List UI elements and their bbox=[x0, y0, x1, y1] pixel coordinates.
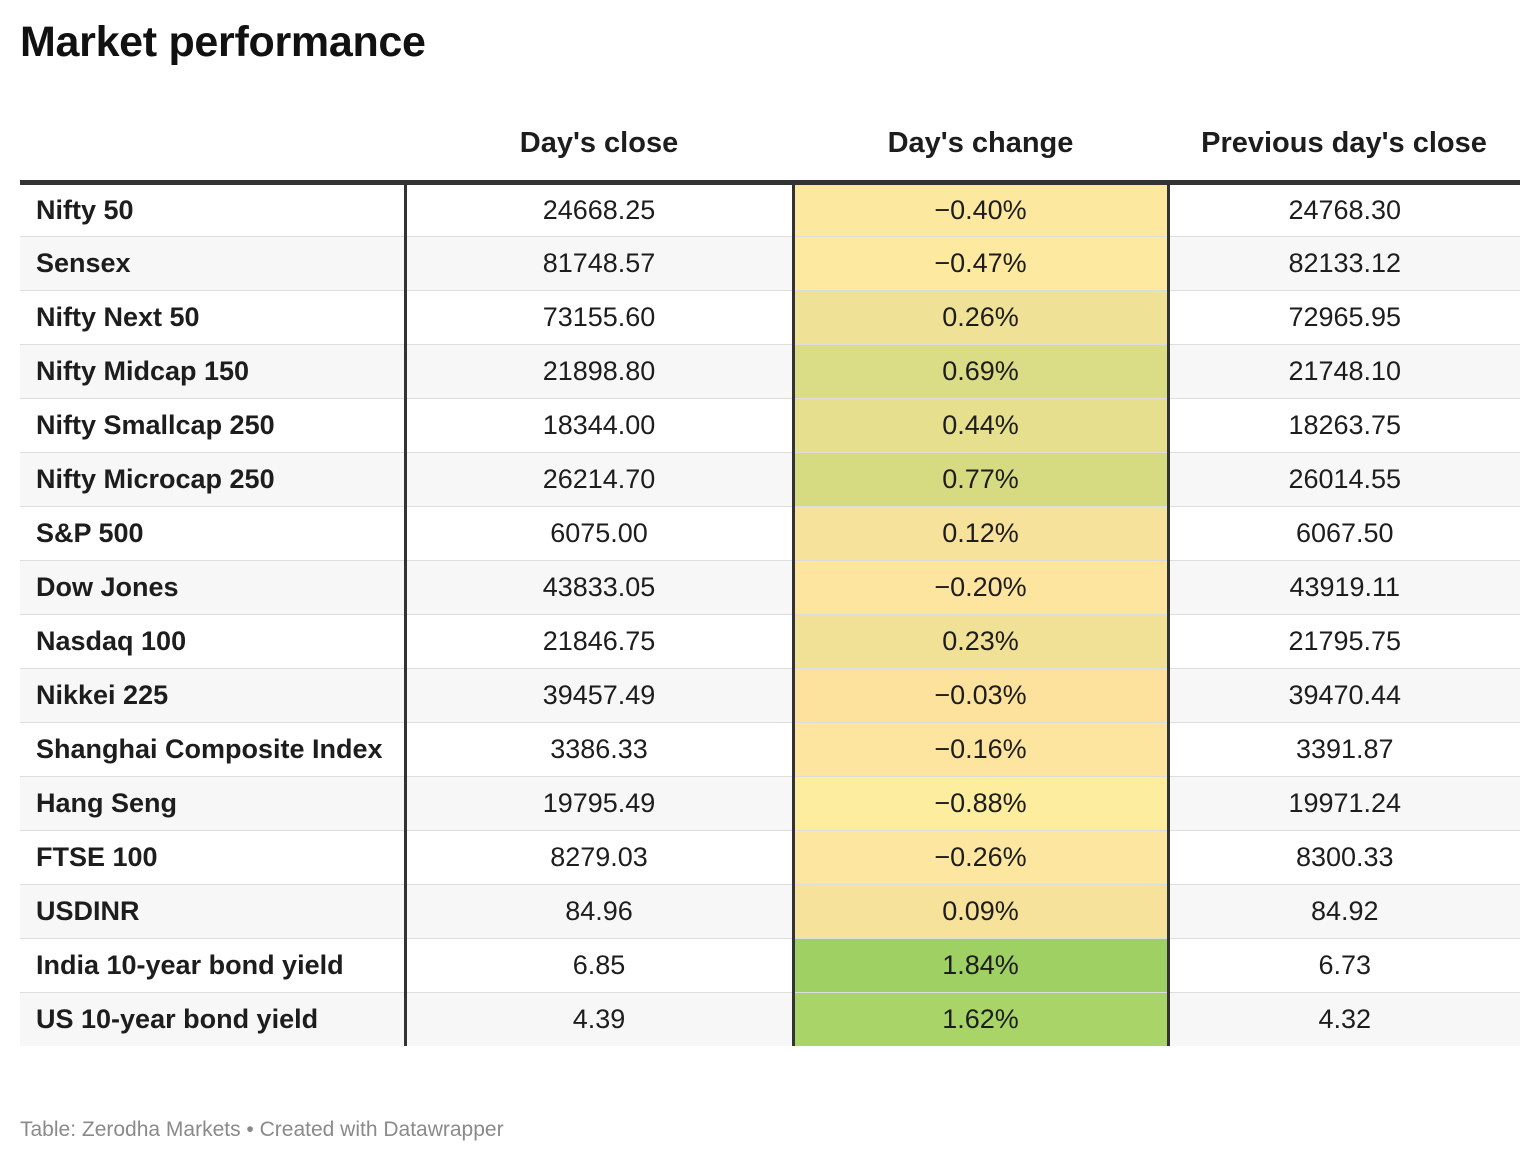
row-days-close: 3386.33 bbox=[403, 722, 793, 777]
row-previous-close: 39470.44 bbox=[1168, 668, 1520, 723]
table-row: Nifty Next 50 73155.60 0.26% 72965.95 bbox=[20, 290, 1520, 345]
row-name: Nasdaq 100 bbox=[20, 614, 405, 669]
row-days-change: 0.09% bbox=[791, 884, 1170, 939]
row-days-close: 43833.05 bbox=[403, 560, 793, 615]
row-name: Nifty Midcap 150 bbox=[20, 344, 405, 399]
row-previous-close: 72965.95 bbox=[1168, 290, 1520, 345]
table-row: Nifty 50 24668.25 −0.40% 24768.30 bbox=[20, 182, 1520, 237]
row-name: Shanghai Composite Index bbox=[20, 722, 405, 777]
table-row: Dow Jones 43833.05 −0.20% 43919.11 bbox=[20, 560, 1520, 615]
row-previous-close: 6.73 bbox=[1168, 938, 1520, 993]
table-row: S&P 500 6075.00 0.12% 6067.50 bbox=[20, 506, 1520, 561]
table-row: Nasdaq 100 21846.75 0.23% 21795.75 bbox=[20, 614, 1520, 669]
row-name: S&P 500 bbox=[20, 506, 405, 561]
row-days-change: 0.69% bbox=[791, 344, 1170, 399]
table-row: FTSE 100 8279.03 −0.26% 8300.33 bbox=[20, 830, 1520, 885]
table-row: Nifty Microcap 250 26214.70 0.77% 26014.55 bbox=[20, 452, 1520, 507]
row-name: Dow Jones bbox=[20, 560, 405, 615]
header-previous-close: Previous day's close bbox=[1168, 110, 1520, 185]
row-days-change: −0.16% bbox=[791, 722, 1170, 777]
row-days-close: 84.96 bbox=[403, 884, 793, 939]
row-days-change: 0.26% bbox=[791, 290, 1170, 345]
row-days-close: 8279.03 bbox=[403, 830, 793, 885]
row-days-change: 0.77% bbox=[791, 452, 1170, 507]
row-days-close: 4.39 bbox=[403, 992, 793, 1046]
row-previous-close: 6067.50 bbox=[1168, 506, 1520, 561]
row-days-close: 81748.57 bbox=[403, 236, 793, 291]
row-days-change: −0.47% bbox=[791, 236, 1170, 291]
row-days-close: 21846.75 bbox=[403, 614, 793, 669]
row-days-close: 24668.25 bbox=[403, 182, 793, 237]
row-previous-close: 21795.75 bbox=[1168, 614, 1520, 669]
row-name: Sensex bbox=[20, 236, 405, 291]
row-previous-close: 21748.10 bbox=[1168, 344, 1520, 399]
row-days-change: −0.88% bbox=[791, 776, 1170, 831]
row-days-change: −0.20% bbox=[791, 560, 1170, 615]
table-row: Sensex 81748.57 −0.47% 82133.12 bbox=[20, 236, 1520, 291]
row-name: FTSE 100 bbox=[20, 830, 405, 885]
row-days-close: 26214.70 bbox=[403, 452, 793, 507]
row-previous-close: 19971.24 bbox=[1168, 776, 1520, 831]
row-days-change: −0.03% bbox=[791, 668, 1170, 723]
row-name: Nifty Microcap 250 bbox=[20, 452, 405, 507]
row-name: Hang Seng bbox=[20, 776, 405, 831]
row-days-change: −0.40% bbox=[791, 182, 1170, 237]
row-name: India 10-year bond yield bbox=[20, 938, 405, 993]
row-days-change: −0.26% bbox=[791, 830, 1170, 885]
row-previous-close: 24768.30 bbox=[1168, 182, 1520, 237]
table-row: Nifty Smallcap 250 18344.00 0.44% 18263.75 bbox=[20, 398, 1520, 453]
row-previous-close: 18263.75 bbox=[1168, 398, 1520, 453]
header-row: Day's close Day's change Previous day's … bbox=[20, 110, 1520, 185]
row-previous-close: 3391.87 bbox=[1168, 722, 1520, 777]
row-name: Nifty 50 bbox=[20, 182, 405, 237]
row-days-close: 18344.00 bbox=[403, 398, 793, 453]
table-row: Nikkei 225 39457.49 −0.03% 39470.44 bbox=[20, 668, 1520, 723]
row-days-change: 0.23% bbox=[791, 614, 1170, 669]
row-days-close: 19795.49 bbox=[403, 776, 793, 831]
row-name: USDINR bbox=[20, 884, 405, 939]
chart-title: Market performance bbox=[20, 18, 426, 66]
row-previous-close: 4.32 bbox=[1168, 992, 1520, 1046]
table-row: US 10-year bond yield 4.39 1.62% 4.32 bbox=[20, 992, 1520, 1046]
row-days-change: 0.44% bbox=[791, 398, 1170, 453]
market-table: Day's close Day's change Previous day's … bbox=[20, 110, 1520, 1046]
row-previous-close: 8300.33 bbox=[1168, 830, 1520, 885]
row-days-close: 73155.60 bbox=[403, 290, 793, 345]
row-name: Nikkei 225 bbox=[20, 668, 405, 723]
header-name bbox=[20, 110, 405, 185]
row-previous-close: 84.92 bbox=[1168, 884, 1520, 939]
row-previous-close: 82133.12 bbox=[1168, 236, 1520, 291]
row-days-change: 1.84% bbox=[791, 938, 1170, 993]
row-days-close: 6.85 bbox=[403, 938, 793, 993]
row-days-close: 6075.00 bbox=[403, 506, 793, 561]
header-days-close: Day's close bbox=[405, 110, 793, 185]
row-days-change: 0.12% bbox=[791, 506, 1170, 561]
row-name: Nifty Next 50 bbox=[20, 290, 405, 345]
row-days-change: 1.62% bbox=[791, 992, 1170, 1046]
table-row: Nifty Midcap 150 21898.80 0.69% 21748.10 bbox=[20, 344, 1520, 399]
row-previous-close: 43919.11 bbox=[1168, 560, 1520, 615]
source-footer: Table: Zerodha Markets • Created with Da… bbox=[20, 1118, 504, 1141]
row-days-close: 21898.80 bbox=[403, 344, 793, 399]
row-name: Nifty Smallcap 250 bbox=[20, 398, 405, 453]
header-days-change: Day's change bbox=[793, 110, 1168, 185]
row-previous-close: 26014.55 bbox=[1168, 452, 1520, 507]
table-row: USDINR 84.96 0.09% 84.92 bbox=[20, 884, 1520, 939]
table-body: Nifty 50 24668.25 −0.40% 24768.30 Sensex 8174… bbox=[20, 182, 1520, 1046]
row-name: US 10-year bond yield bbox=[20, 992, 405, 1046]
table-row: Shanghai Composite Index 3386.33 −0.16% 339… bbox=[20, 722, 1520, 777]
table-row: India 10-year bond yield 6.85 1.84% 6.73 bbox=[20, 938, 1520, 993]
table-row: Hang Seng 19795.49 −0.88% 19971.24 bbox=[20, 776, 1520, 831]
row-days-close: 39457.49 bbox=[403, 668, 793, 723]
